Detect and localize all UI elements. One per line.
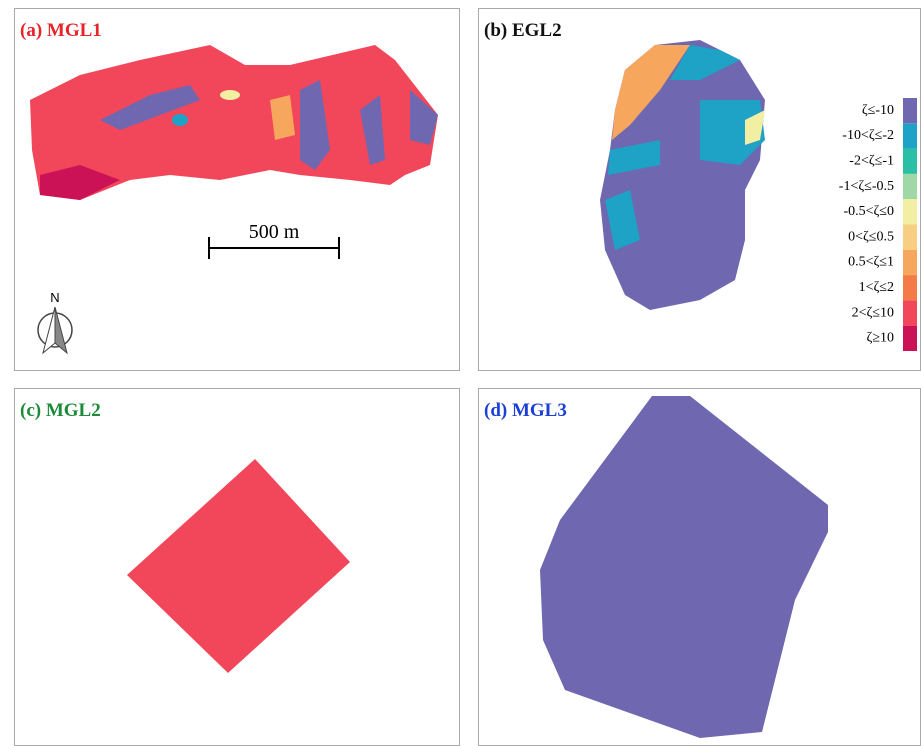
panel-label: (b) EGL2: [484, 20, 562, 41]
panel-label: (d) MGL3: [484, 400, 567, 421]
map-b: [600, 40, 765, 310]
legend-swatch: [903, 325, 917, 351]
legend-label: -2<ζ≤-1: [849, 153, 894, 168]
legend-label: ζ≥10: [867, 331, 894, 346]
legend-label: 0.5<ζ≤1: [848, 255, 894, 270]
legend-swatch: [903, 199, 917, 225]
scale-label: 500 m: [249, 221, 300, 243]
legend-label: 2<ζ≤10: [852, 305, 894, 320]
legend-label: 1<ζ≤2: [859, 280, 894, 295]
legend-swatch: [903, 173, 917, 200]
north-arrow: [37, 306, 73, 355]
legend-swatch: [903, 148, 917, 174]
legend-swatch: [903, 275, 917, 301]
legend-label: -10<ζ≤-2: [842, 128, 894, 143]
map-a: [30, 45, 438, 200]
legend-swatch: [903, 300, 917, 326]
scale-bar: [208, 237, 340, 259]
legend-swatch: [903, 98, 917, 124]
legend-label: ζ≤-10: [862, 103, 894, 118]
north-label: N: [50, 290, 59, 305]
legend: ζ≤-10 -10<ζ≤-2 -2<ζ≤-1 -1<ζ≤-0.5 -0.5<ζ≤0 0<ζ…: [839, 98, 917, 351]
legend-swatch: [903, 224, 917, 250]
legend-swatch: [903, 249, 917, 276]
legend-label: 0<ζ≤0.5: [848, 229, 894, 244]
panel-label: (c) MGL2: [20, 400, 101, 421]
legend-label: -0.5<ζ≤0: [843, 204, 894, 219]
map-d: [540, 396, 828, 738]
legend-label: -1<ζ≤-0.5: [839, 179, 894, 194]
panel-label: (a) MGL1: [20, 20, 102, 41]
map-c: [127, 459, 350, 673]
legend-swatch: [903, 123, 917, 149]
